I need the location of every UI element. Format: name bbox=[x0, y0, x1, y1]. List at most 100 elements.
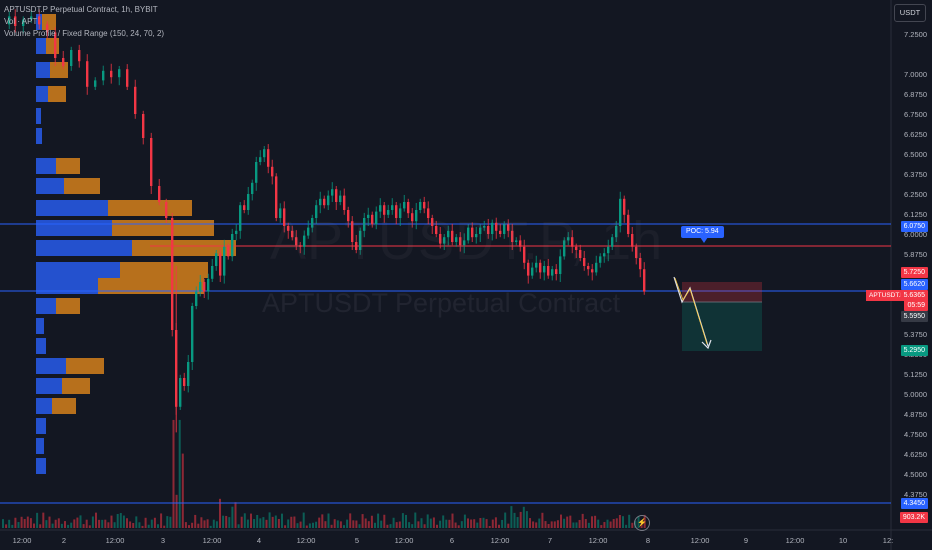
y-axis-tick-label: 5.0000 bbox=[904, 390, 927, 399]
candle-body bbox=[259, 157, 262, 162]
candle-body bbox=[295, 237, 298, 246]
candle-body bbox=[451, 230, 454, 242]
candle-body bbox=[307, 227, 310, 236]
candle-body bbox=[263, 149, 266, 158]
candle-body bbox=[615, 226, 618, 238]
candle-body bbox=[323, 198, 326, 206]
candle-body bbox=[287, 226, 290, 231]
volume-bar bbox=[57, 518, 60, 528]
volume-bar bbox=[144, 517, 147, 528]
volume-bar bbox=[91, 516, 94, 528]
volume-bar bbox=[330, 524, 333, 528]
candle-body bbox=[46, 24, 49, 33]
x-axis-tick-label: 12:00 bbox=[589, 536, 608, 545]
y-axis-tick-label: 4.6250 bbox=[904, 450, 927, 459]
candle-body bbox=[507, 224, 510, 231]
y-axis-tick-label: 4.7500 bbox=[904, 430, 927, 439]
volume-bar bbox=[265, 519, 268, 528]
volume-profile-bar bbox=[42, 14, 56, 30]
volume-bar bbox=[470, 519, 473, 528]
candle-body bbox=[435, 226, 438, 234]
lightning-icon[interactable]: ⚡ bbox=[634, 515, 650, 531]
price-tag-blue-bottom: 4.3450 bbox=[900, 498, 928, 509]
volume-bar bbox=[45, 520, 48, 528]
x-axis-tick-label: 12:00 bbox=[691, 536, 710, 545]
candle-body bbox=[62, 58, 65, 66]
legend-title[interactable]: APTUSDT.P Perpetual Contract, 1h, BYBIT bbox=[4, 5, 158, 14]
volume-bar bbox=[212, 519, 215, 528]
candle-body bbox=[191, 306, 194, 362]
volume-profile-bar bbox=[62, 378, 90, 394]
volume-bar bbox=[411, 524, 414, 528]
volume-bar bbox=[519, 511, 522, 528]
volume-bar bbox=[76, 517, 79, 528]
volume-bar bbox=[206, 519, 209, 528]
candle-body bbox=[487, 226, 490, 234]
candle-body bbox=[475, 234, 478, 238]
volume-bar bbox=[361, 514, 364, 528]
x-axis-tick-label: 10 bbox=[839, 536, 847, 545]
volume-bar bbox=[426, 514, 429, 528]
volume-bar bbox=[287, 519, 290, 528]
volume-bar bbox=[225, 515, 228, 528]
volume-bar bbox=[268, 512, 271, 528]
volume-bar bbox=[417, 521, 420, 528]
symbol-price-tag: APTUSDT.P bbox=[866, 290, 908, 301]
y-axis-tick-label: 5.8750 bbox=[904, 250, 927, 259]
volume-bar bbox=[476, 522, 479, 528]
volume-bar bbox=[364, 518, 367, 528]
volume-bar bbox=[122, 515, 125, 528]
volume-bar bbox=[70, 522, 73, 528]
candle-body bbox=[363, 218, 366, 231]
candle-body bbox=[142, 114, 145, 138]
candle-body bbox=[38, 16, 41, 25]
y-axis-tick-label: 7.2500 bbox=[904, 30, 927, 39]
candle-body bbox=[639, 258, 642, 270]
volume-bar bbox=[153, 517, 156, 528]
volume-bar bbox=[346, 519, 349, 528]
candle-body bbox=[279, 208, 282, 218]
volume-profile-bar bbox=[36, 278, 98, 294]
volume-bar bbox=[85, 519, 88, 528]
candle-body bbox=[643, 269, 646, 292]
candle-body bbox=[399, 208, 402, 218]
candle-body bbox=[523, 246, 526, 263]
volume-bar bbox=[606, 519, 609, 528]
volume-bar bbox=[160, 513, 163, 528]
candle-body bbox=[535, 262, 538, 268]
candle-body bbox=[339, 195, 342, 202]
candle-body bbox=[467, 227, 470, 241]
poc-label: POC: 5.94 bbox=[681, 226, 724, 238]
volume-profile-bar bbox=[46, 38, 59, 54]
volume-bar bbox=[209, 525, 212, 528]
volume-bar bbox=[82, 524, 85, 528]
candle-body bbox=[579, 250, 582, 258]
volume-bar bbox=[203, 520, 206, 528]
y-axis-tick-label: 4.5000 bbox=[904, 470, 927, 479]
candle-body bbox=[503, 224, 506, 234]
volume-bar bbox=[308, 523, 311, 528]
volume-bar bbox=[95, 512, 97, 528]
volume-bar bbox=[349, 513, 352, 528]
volume-bar bbox=[315, 521, 318, 528]
candle-body bbox=[411, 213, 414, 222]
candle-body bbox=[355, 242, 358, 250]
candle-body bbox=[347, 210, 350, 222]
volume-bar bbox=[401, 513, 404, 528]
volume-bar bbox=[129, 521, 132, 528]
currency-button[interactable]: USDT bbox=[894, 4, 926, 22]
volume-bar bbox=[259, 518, 262, 528]
legend-volume[interactable]: Vol · APT bbox=[4, 17, 38, 26]
y-axis-tick-label: 6.6250 bbox=[904, 130, 927, 139]
candle-body bbox=[515, 240, 518, 242]
volume-bar bbox=[491, 519, 494, 528]
price-tag-entry: 5.5950 bbox=[900, 311, 928, 322]
volume-bar bbox=[33, 523, 35, 528]
volume-bar bbox=[628, 514, 631, 528]
volume-bar bbox=[147, 524, 150, 528]
candle-body bbox=[291, 230, 294, 238]
volume-bar bbox=[414, 512, 417, 528]
legend-volume-profile[interactable]: Volume Profile / Fixed Range (150, 24, 7… bbox=[4, 29, 165, 38]
volume-bar bbox=[333, 519, 336, 528]
